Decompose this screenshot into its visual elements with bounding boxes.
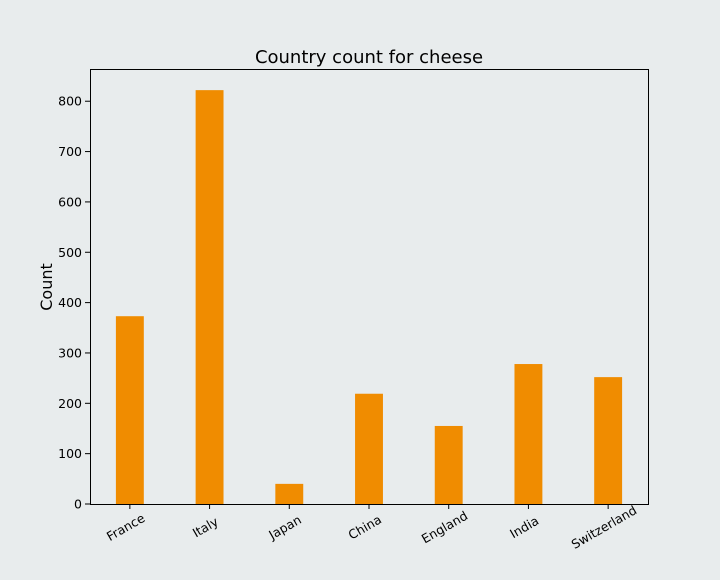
x-tick-label: England (419, 508, 470, 546)
bar-india (514, 364, 543, 504)
y-tick-label: 0 (74, 497, 82, 512)
x-tick-label: Italy (190, 514, 222, 541)
x-tick-label: India (507, 513, 541, 541)
bar-italy (195, 90, 224, 504)
plot-frame (90, 69, 649, 505)
y-tick-label: 400 (58, 295, 82, 310)
y-tick-label: 600 (58, 194, 82, 209)
bar-switzerland (594, 377, 623, 504)
bar-england (434, 425, 463, 504)
y-axis-label: Count (37, 263, 56, 311)
y-tick-label: 800 (58, 94, 82, 109)
y-tick-label: 200 (58, 396, 82, 411)
x-tick-label: Switzerland (569, 502, 640, 551)
bar-china (355, 393, 383, 504)
y-tick-label: 500 (58, 245, 82, 260)
y-tick-label: 700 (58, 144, 82, 159)
y-tick-label: 100 (58, 446, 82, 461)
x-tick-label: China (346, 512, 384, 543)
x-tick-label: Japan (265, 512, 304, 543)
x-axis-ticks: France Italy Japan China England India Switzer… (104, 502, 639, 551)
y-tick-label: 300 (58, 345, 82, 360)
x-tick-label: France (104, 510, 148, 544)
bars-group (115, 90, 623, 504)
bar-japan (275, 483, 304, 504)
y-axis-ticks: 0 100 200 300 400 500 600 700 800 (58, 94, 90, 512)
chart-title: Country count for cheese (255, 47, 483, 68)
bar-france (115, 316, 144, 504)
